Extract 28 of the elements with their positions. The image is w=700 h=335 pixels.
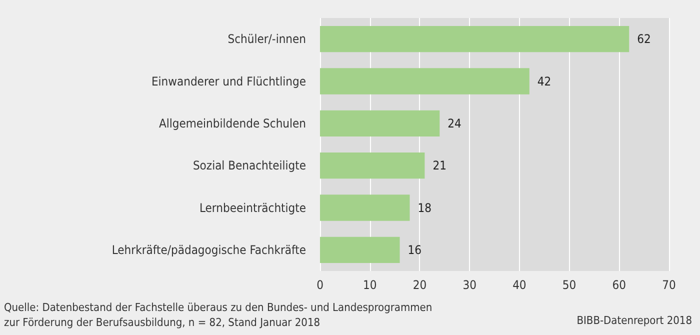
y-tick-label: Sozial Benachteiligte [192, 158, 306, 173]
data-label: 24 [448, 116, 462, 130]
bar [320, 26, 630, 52]
x-tick-label: 10 [362, 278, 377, 292]
data-label: 16 [408, 242, 422, 257]
x-tick-label: 70 [662, 278, 676, 292]
bar [320, 110, 440, 136]
data-label: 62 [637, 32, 651, 46]
x-tick-label: 20 [412, 278, 427, 292]
source-note: Quelle: Datenbestand der Fachstelle überaus zu den Bundes- und Landesprogrammen zur Förderung der Berufsausbildung, n = 82, Stand Januar 2018 [4, 301, 432, 329]
bar [320, 236, 400, 263]
y-tick-label: Schüler/-innen [228, 32, 306, 46]
data-label: 42 [537, 74, 552, 88]
y-tick-label: Einwanderer und Flüchtlinge [151, 74, 306, 88]
x-tick-label: 50 [562, 278, 576, 292]
x-tick-label: 60 [612, 278, 626, 292]
data-label: 21 [432, 158, 446, 173]
bar [320, 152, 425, 179]
text: BIBB-Datenreport 2018 [576, 314, 692, 327]
y-tick-label: Allgemeinbildende Schulen [159, 116, 306, 130]
x-tick-label: 40 [512, 278, 526, 292]
data-label: 18 [418, 200, 432, 215]
x-tick-label: 30 [462, 278, 477, 292]
bar [320, 194, 410, 221]
bar [320, 68, 530, 94]
y-tick-label: Lehrkräfte/pädagogische Fachkräfte [112, 242, 306, 257]
x-tick-label: 0 [316, 278, 324, 292]
y-tick-label: Lernbeeinträchtigte [199, 200, 306, 215]
